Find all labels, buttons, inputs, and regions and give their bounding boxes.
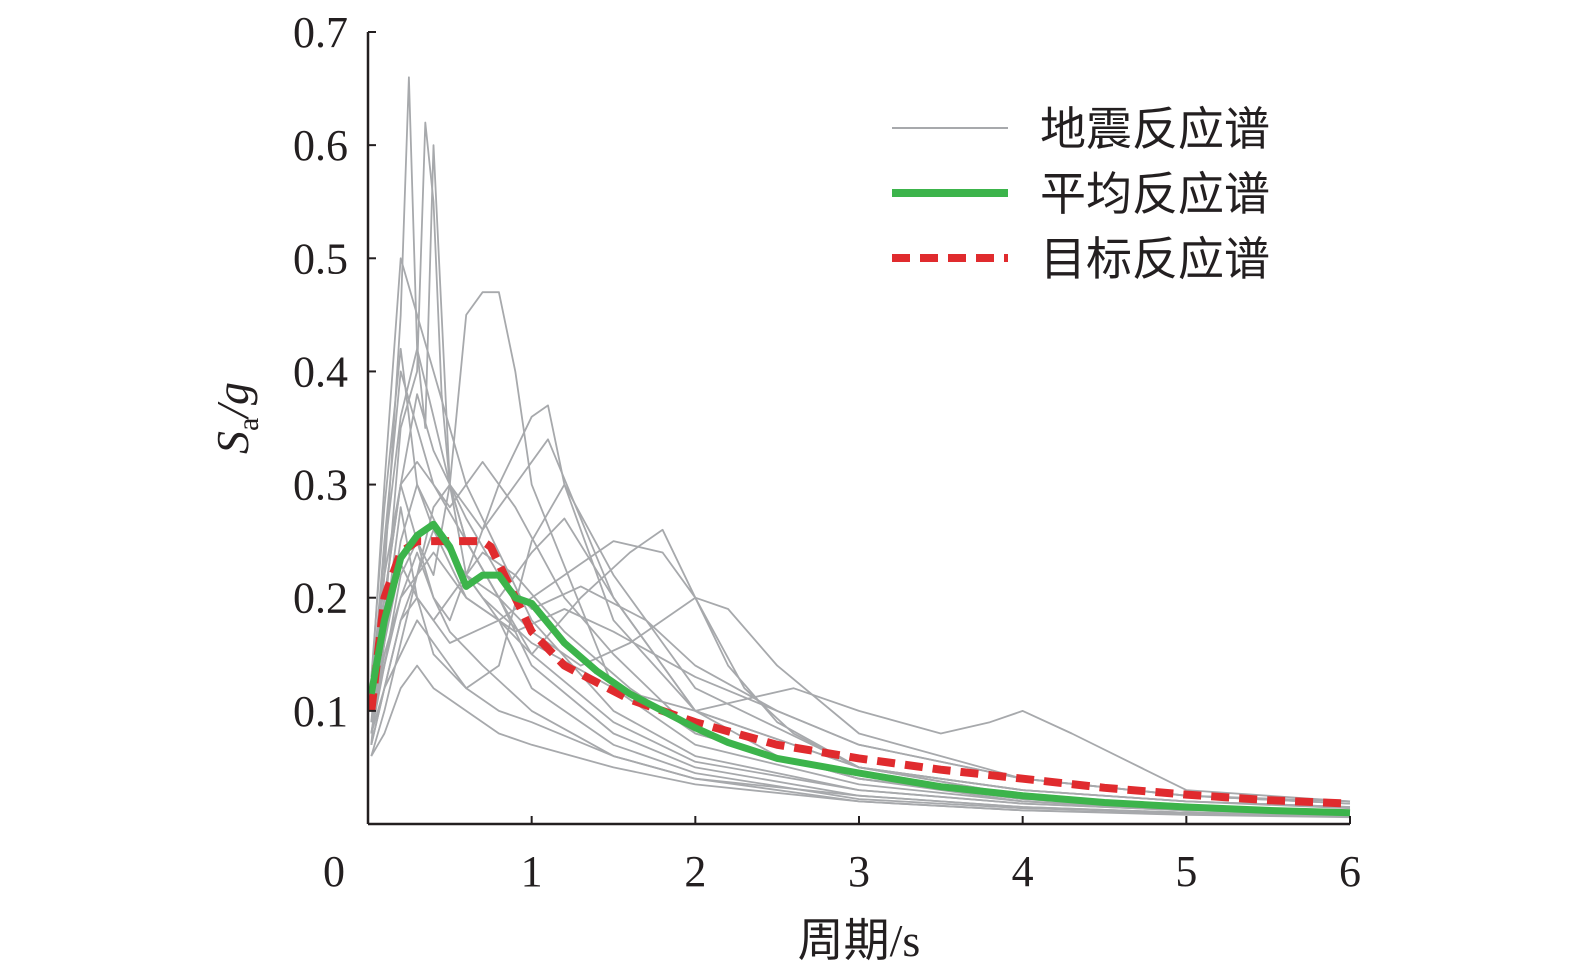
mean-spectrum-line: [367, 520, 1351, 817]
y-tick-label: 0.6: [293, 121, 348, 170]
y-tick-label: 0.1: [293, 687, 348, 736]
y-tick-label: 0.2: [293, 574, 348, 623]
legend: 地震反应谱 平均反应谱 目标反应谱: [892, 102, 1270, 286]
legend-label-mean: 平均反应谱: [1040, 167, 1270, 221]
record-spectrum-line-16: [370, 664, 1351, 817]
y-tick-label: 0.7: [293, 8, 348, 57]
record-spectrum-line-19: [370, 347, 1351, 815]
record-spectrum-line-8: [370, 370, 1351, 805]
x-axis-title: 周期/s: [798, 915, 921, 966]
y-tick-label: 0.5: [293, 234, 348, 283]
ticks-group: 0 1 2 3 4 5 6 0.1 0.2 0.3 0.4 0.5 0.6 0.7: [293, 8, 1361, 896]
y-axis-title-rest: /g: [207, 382, 258, 421]
record-spectrum-line-10: [370, 257, 1351, 815]
series-group: [367, 520, 1351, 817]
x-tick-label: 0: [323, 847, 345, 896]
record-spectrum-line-12: [370, 461, 1351, 814]
x-tick-label: 1: [521, 847, 543, 896]
target-spectrum-line: [367, 537, 1351, 808]
y-axis-title: Sa/g: [207, 382, 265, 454]
x-tick-label: 2: [684, 847, 706, 896]
record-spectrum-line-3: [370, 291, 1351, 814]
legend-label-target: 目标反应谱: [1040, 232, 1270, 286]
x-tick-label: 6: [1339, 847, 1361, 896]
record-spectrum-line-11: [370, 619, 1351, 816]
x-tick-label: 4: [1012, 847, 1034, 896]
y-tick-label: 0.4: [293, 347, 348, 396]
y-axis-title-main: S: [207, 431, 258, 454]
y-axis-title-sub: a: [232, 418, 265, 431]
x-tick-label: 5: [1175, 847, 1197, 896]
record-spectrum-line-7: [370, 483, 1351, 803]
legend-label-records: 地震反应谱: [1040, 102, 1270, 156]
y-tick-label: 0.3: [293, 461, 348, 510]
record-spectrum-line-20: [370, 528, 1351, 805]
x-tick-label: 3: [848, 847, 870, 896]
